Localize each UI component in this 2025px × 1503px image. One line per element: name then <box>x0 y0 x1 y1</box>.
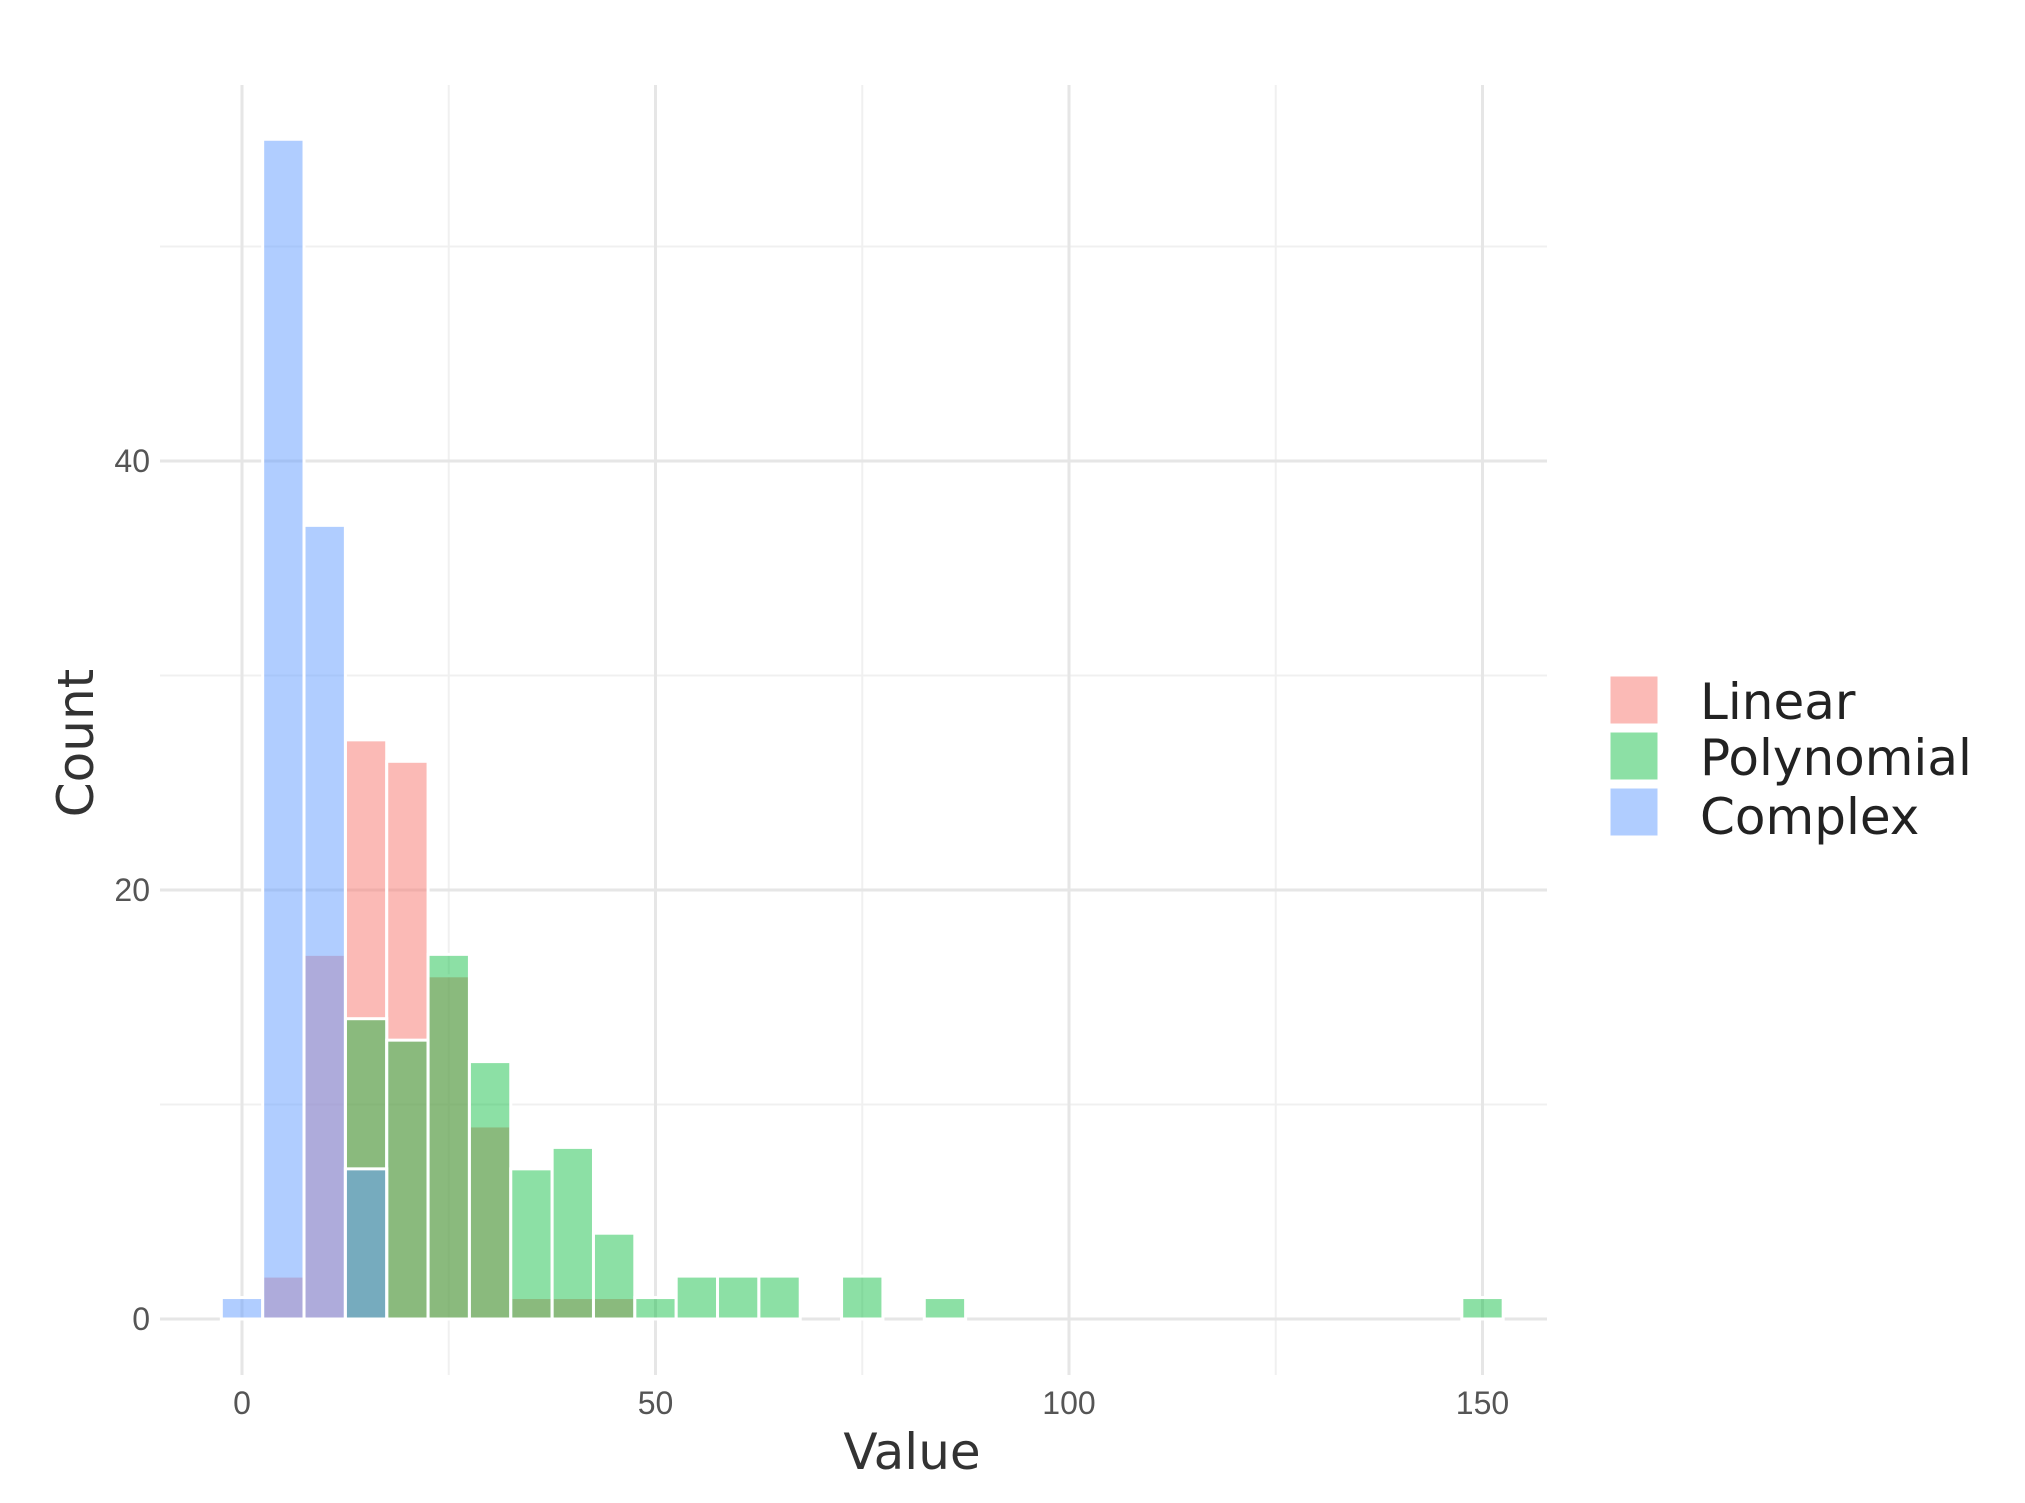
bar-complex <box>343 1167 389 1321</box>
tick-labels: 0 50 100 150 0 20 40 <box>114 443 1509 1421</box>
bar-complex <box>219 1296 265 1321</box>
histogram-bars <box>219 137 1505 1321</box>
bar-polynomial <box>385 1038 430 1321</box>
bar-polynomial <box>1460 1296 1505 1321</box>
legend-label-complex: Complex <box>1700 788 1919 846</box>
bar-complex <box>302 523 347 1321</box>
legend-key-linear <box>1607 673 1661 727</box>
legend-key-complex <box>1607 785 1661 839</box>
series-complex <box>219 137 389 1321</box>
legend-key-polynomial <box>1607 729 1661 783</box>
bar-polynomial <box>633 1296 678 1321</box>
bar-polynomial <box>674 1274 720 1321</box>
bar-polynomial <box>591 1231 637 1321</box>
y-tick-label: 0 <box>132 1301 150 1337</box>
bar-polynomial <box>840 1274 885 1321</box>
legend: Linear Polynomial Complex <box>1607 673 1972 846</box>
bar-complex <box>261 137 306 1321</box>
bar-polynomial <box>467 1060 513 1321</box>
x-tick-label: 150 <box>1456 1385 1509 1421</box>
series-polynomial <box>343 952 1505 1321</box>
x-axis-title: Value <box>843 1423 980 1481</box>
x-tick-label: 0 <box>233 1385 251 1421</box>
y-axis-title: Count <box>47 669 105 818</box>
bar-polynomial <box>757 1274 802 1321</box>
y-tick-label: 20 <box>114 872 150 908</box>
bar-polynomial <box>509 1167 554 1321</box>
bar-polynomial <box>550 1145 595 1321</box>
bar-polynomial <box>716 1274 761 1321</box>
bar-polynomial <box>426 952 471 1321</box>
x-tick-label: 100 <box>1042 1385 1095 1421</box>
y-tick-label: 40 <box>114 443 150 479</box>
bar-polynomial <box>922 1296 968 1321</box>
legend-label-linear: Linear <box>1700 673 1856 731</box>
x-tick-label: 50 <box>638 1385 674 1421</box>
legend-label-polynomial: Polynomial <box>1700 729 1972 787</box>
